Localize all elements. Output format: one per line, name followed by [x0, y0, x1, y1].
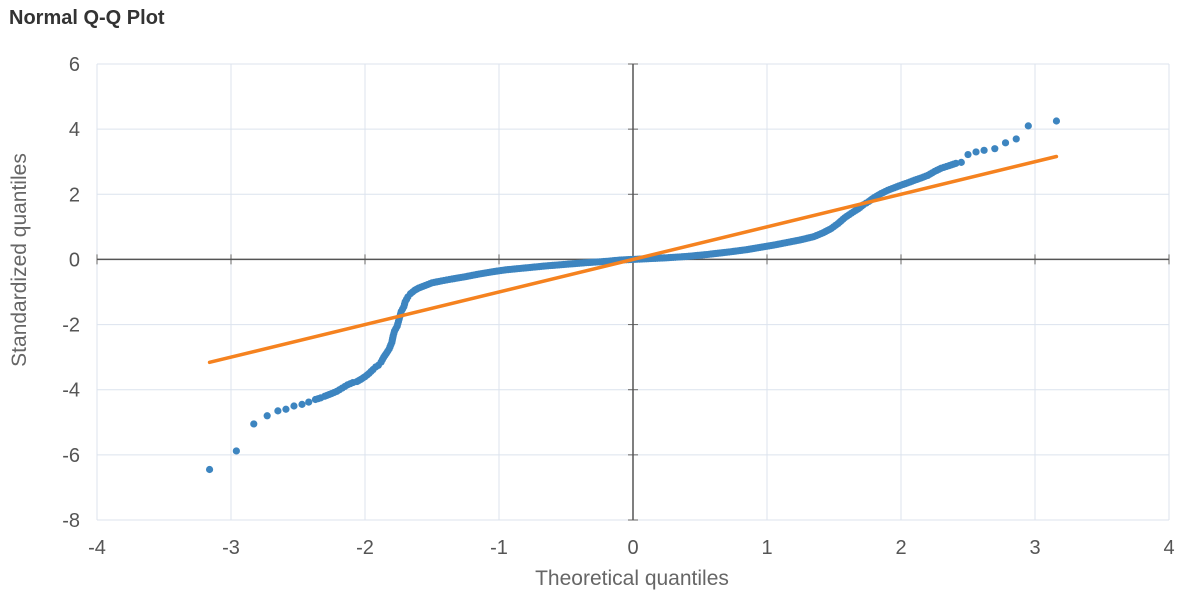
- qq-point: [263, 412, 271, 420]
- qq-point: [298, 400, 306, 408]
- chart-title: Normal Q-Q Plot: [9, 7, 165, 29]
- qq-point: [346, 380, 354, 388]
- x-tick-label: 3: [1029, 537, 1040, 559]
- qq-point: [1024, 122, 1032, 130]
- qq-point: [314, 395, 322, 403]
- qq-point: [250, 420, 258, 428]
- qq-point: [341, 382, 349, 391]
- x-tick-label: -3: [222, 537, 240, 559]
- x-tick-label: 1: [761, 537, 772, 559]
- qq-point: [1012, 135, 1020, 143]
- qq-point: [402, 295, 411, 303]
- qq-point: [305, 398, 313, 406]
- qq-point: [950, 160, 958, 168]
- y-tick-label: 4: [69, 119, 80, 141]
- qq-point: [367, 367, 375, 376]
- qq-point: [274, 407, 282, 415]
- qq-point: [232, 447, 240, 455]
- y-tick-label: 6: [69, 54, 80, 76]
- qq-point: [1001, 139, 1010, 147]
- x-tick-label: -2: [356, 537, 374, 559]
- qq-point: [991, 145, 999, 153]
- qq-point: [964, 150, 972, 159]
- x-axis-title: Theoretical quantiles: [535, 567, 729, 590]
- qq-point: [980, 146, 988, 154]
- axes: [96, 63, 1170, 521]
- y-tick-label: 0: [69, 249, 80, 271]
- y-tick-label: -8: [62, 510, 80, 532]
- y-tick-label: -2: [62, 315, 80, 337]
- qq-point: [282, 405, 290, 413]
- tick-labels: -4 -3 -2 -1 0 1 2 3 4 6 4 2 0 -2 -4 -6 -8: [62, 54, 1174, 559]
- x-tick-label: 2: [895, 537, 906, 559]
- qq-point: [957, 158, 965, 166]
- y-tick-label: -6: [62, 445, 80, 467]
- qq-point: [330, 388, 338, 397]
- x-tick-label: -1: [490, 537, 508, 559]
- x-tick-label: 4: [1163, 537, 1174, 559]
- y-axis-title: Standardized quantiles: [8, 153, 31, 367]
- qq-point: [1052, 117, 1061, 125]
- qq-point: [205, 465, 214, 474]
- x-tick-label: 0: [627, 537, 638, 559]
- qq-point: [335, 386, 344, 394]
- y-tick-label: 2: [69, 184, 80, 206]
- qq-point: [290, 402, 298, 410]
- data-points: [205, 117, 1061, 474]
- qq-point: [972, 148, 980, 156]
- x-tick-label: -4: [88, 537, 106, 559]
- y-tick-label: -4: [62, 380, 80, 402]
- reference-line: [207, 154, 1059, 365]
- reference-line-group: [207, 154, 1059, 365]
